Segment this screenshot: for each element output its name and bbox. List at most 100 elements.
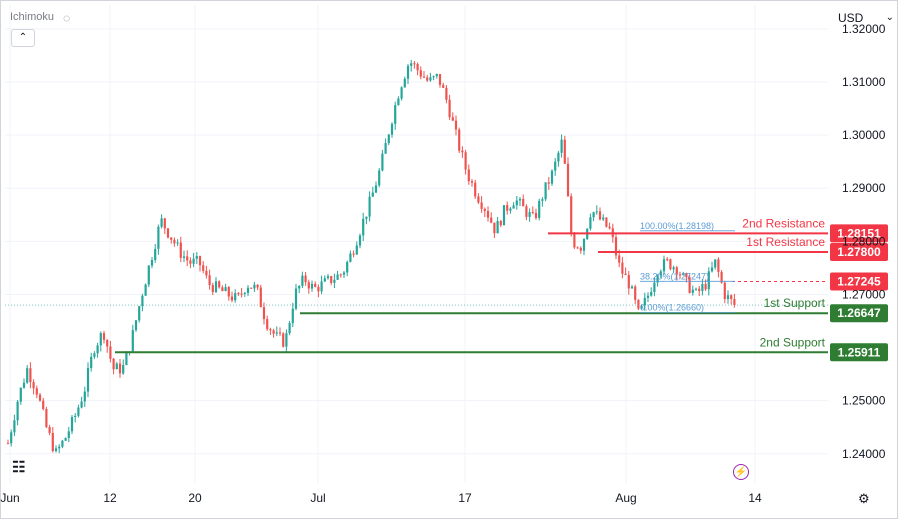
candle-body [243,292,246,294]
y-tick-label: 1.27000 [842,287,886,301]
candle-body [192,258,195,264]
candle-body [147,265,150,285]
candle-body [483,208,486,211]
candle-body [570,196,573,235]
candle-body [490,217,493,223]
candle-body [67,431,70,438]
candle-body [240,293,243,295]
y-tick-label: 1.30000 [842,128,886,142]
candle-body [109,346,112,359]
candle-body [518,198,522,201]
candle-body [307,282,310,289]
candle-body [275,332,278,334]
candle-body [717,259,720,272]
candle-body [672,267,675,270]
x-tick-label: 20 [188,491,202,505]
indicator-label[interactable]: Ichimoku [10,11,55,23]
chevron-up-icon[interactable]: ⌃ [11,29,35,47]
candle-body [48,427,51,433]
candle-body [83,391,86,402]
x-tick-label: 14 [748,491,762,505]
candle-body [122,364,125,374]
candle-body [550,170,554,184]
y-tick-label: 1.25000 [842,394,886,408]
candle-body [342,272,346,275]
candle-body [346,261,349,273]
lightning-icon[interactable]: ⚡ [733,464,749,480]
candle-body [96,345,99,354]
candle-body [259,287,262,308]
candle-body [614,237,618,256]
candle-body [125,352,128,365]
candle-body [298,285,301,289]
level-layer: 2nd Resistance 1.28151 1st Resistance 1.278… [115,216,888,362]
candle-body [384,143,387,154]
candle-body [627,274,630,289]
candle-body [560,139,563,153]
gear-icon[interactable]: ⚙ [858,491,870,506]
candle-body [10,432,13,444]
candle-body [525,206,528,217]
eye-off-icon[interactable]: ◌ [63,11,71,25]
candle-body [643,297,646,306]
y-tick-label: 1.28000 [842,234,886,248]
candle-body [685,273,688,278]
candle-body [563,139,566,164]
candle-body [582,238,586,251]
candle-body [426,77,429,81]
candle-body [29,368,32,383]
candle-body [195,256,198,259]
candle-body [422,76,426,78]
candle-body [618,255,621,263]
candle-body [640,305,643,309]
price-tag-label: 1.25911 [838,345,881,359]
candle-body [99,333,102,346]
candle-body [106,339,109,347]
candle-body [547,182,550,184]
candle-body [576,247,579,249]
candle-body [320,281,323,292]
candle-body [326,276,330,279]
candle-body [624,273,627,275]
candle-body [22,382,26,388]
candle-body [464,152,467,170]
candle-body [573,234,576,248]
candle-body [112,358,115,370]
fib-label: 38.20%(1.27247) [640,271,709,281]
candle-body [230,296,234,301]
candle-body [80,401,83,408]
candle-body [397,98,400,106]
candle-body [522,198,525,207]
candle-body [35,388,38,395]
candle-body [486,210,490,218]
candle-body [368,196,371,217]
candle-body [477,196,480,203]
candle-body [58,446,61,449]
candle-body [224,287,227,292]
candle-layer [6,59,736,454]
level-name: 1st Support [764,296,826,310]
candle-body [118,363,122,374]
candle-body [688,277,691,293]
candle-body [32,382,35,389]
candle-body [6,443,10,445]
candle-body [557,152,560,162]
currency-select[interactable]: USD ⌄ [834,8,898,28]
candle-body [387,134,390,144]
candle-body [701,284,704,291]
currency-label: USD [838,11,864,25]
candle-body [656,275,659,283]
candle-body [707,271,710,290]
candle-body [608,226,611,229]
candle-body [349,253,352,262]
candle-body [336,274,339,280]
candle-body [528,212,531,217]
candle-body [566,163,570,197]
candle-body [691,289,694,293]
candle-body [730,295,733,299]
candle-body [630,286,634,289]
y-tick-label: 1.32000 [842,22,886,36]
candle-body [496,221,499,234]
candle-body [208,275,211,286]
